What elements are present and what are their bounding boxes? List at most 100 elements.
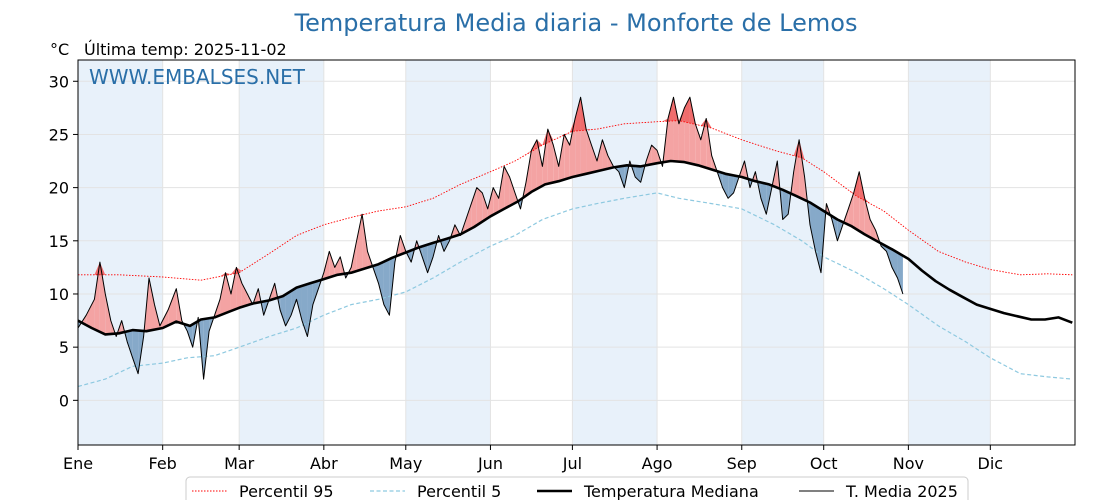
above-median-fill xyxy=(149,278,155,331)
above-p95-fill xyxy=(220,272,226,277)
above-median-fill xyxy=(536,139,543,189)
above-median-fill xyxy=(220,272,226,316)
above-median-fill xyxy=(465,203,472,232)
above-median-fill xyxy=(225,272,231,314)
x-tick-label: Dic xyxy=(978,454,1004,473)
above-median-fill xyxy=(586,129,592,174)
above-median-fill xyxy=(864,198,871,238)
x-tick-label: Jul xyxy=(562,454,582,473)
below-median-fill xyxy=(810,202,816,252)
above-median-fill xyxy=(525,150,532,196)
series-line-2025 xyxy=(77,96,904,380)
below-median-fill xyxy=(187,324,193,348)
month-band xyxy=(908,60,991,445)
y-tick-label: 25 xyxy=(49,125,69,144)
y-tick-label: 30 xyxy=(49,72,69,91)
below-median-fill xyxy=(132,330,139,374)
above-median-fill xyxy=(86,299,95,330)
above-median-fill xyxy=(558,134,565,182)
y-tick-label: 15 xyxy=(49,232,69,251)
below-median-fill xyxy=(312,280,319,305)
above-median-fill xyxy=(476,187,483,226)
above-median-fill xyxy=(870,219,876,241)
below-median-fill xyxy=(307,282,313,337)
series-line-p95 xyxy=(78,120,1073,281)
x-tick-label: Feb xyxy=(149,454,177,473)
last-temp-label: Última temp: 2025-11-02 xyxy=(84,40,287,59)
x-tick-label: Sep xyxy=(727,454,757,473)
above-median-fill xyxy=(596,139,603,172)
above-median-fill xyxy=(471,187,477,229)
above-median-fill xyxy=(482,192,488,222)
above-median-fill xyxy=(498,166,505,212)
below-median-fill xyxy=(296,285,302,321)
above-p95-fill xyxy=(684,97,690,124)
x-tick-label: Oct xyxy=(810,454,838,473)
above-median-fill xyxy=(99,262,106,335)
series-lines xyxy=(77,96,1073,388)
legend-p5-label: Percentil 5 xyxy=(417,482,501,500)
above-median-fill xyxy=(509,176,516,206)
legend-p95-label: Percentil 95 xyxy=(239,482,334,500)
month-band xyxy=(572,60,658,445)
above-median-fill xyxy=(236,267,242,309)
above-median-fill xyxy=(591,145,597,173)
above-median-fill xyxy=(329,251,335,278)
below-median-fill xyxy=(897,252,903,294)
above-median-fill xyxy=(493,187,499,215)
above-median-fill xyxy=(848,192,854,228)
below-median-fill xyxy=(782,189,789,220)
above-median-fill xyxy=(356,214,363,272)
above-median-fill xyxy=(700,118,707,168)
above-p95-fill xyxy=(799,139,805,160)
month-band xyxy=(741,60,824,445)
above-p95-fill xyxy=(575,97,581,132)
above-p95-fill xyxy=(864,198,871,204)
unit-label: °C xyxy=(50,40,69,59)
above-p95-fill xyxy=(569,118,576,133)
legend-box xyxy=(185,476,969,500)
above-median-fill xyxy=(94,262,100,332)
above-median-fill xyxy=(362,214,368,270)
legend-2025-label: T. Media 2025 xyxy=(845,482,958,500)
x-tick-label: Mar xyxy=(224,454,255,473)
below-median-fill xyxy=(127,330,133,358)
above-median-fill xyxy=(168,288,177,326)
above-median-fill xyxy=(602,139,608,170)
chart-title: Temperatura Media diaria - Monforte de L… xyxy=(294,9,858,37)
y-tick-label: 0 xyxy=(59,391,69,410)
x-tick-label: Nov xyxy=(893,454,924,473)
y-tick-label: 5 xyxy=(59,338,69,357)
above-median-fill xyxy=(241,283,248,307)
above-median-fill xyxy=(334,256,341,276)
above-p95-fill xyxy=(225,272,231,276)
x-tick-label: Jun xyxy=(477,454,503,473)
x-tick-label: May xyxy=(389,454,422,473)
series-line-p5 xyxy=(77,192,1073,388)
above-median-fill xyxy=(564,134,570,180)
below-median-fill xyxy=(722,172,729,199)
watermark: WWW.EMBALSES.NET xyxy=(89,65,306,89)
above-p95-fill xyxy=(793,139,800,158)
below-median-fill xyxy=(383,259,390,316)
y-tick-label: 10 xyxy=(49,285,69,304)
below-median-fill xyxy=(427,242,434,273)
x-axis: Ene Feb Mar Abr May Jun Jul Ago Sep Oct Nov Dic xyxy=(63,445,1003,473)
above-median-fill xyxy=(230,267,237,311)
above-p95-fill xyxy=(525,150,532,155)
above-p95-fill xyxy=(662,118,669,122)
above-median-fill xyxy=(553,145,559,183)
month-band xyxy=(78,60,163,445)
above-median-fill xyxy=(105,293,111,335)
month-bands xyxy=(78,60,991,445)
above-median-fill xyxy=(504,166,510,209)
below-median-fill xyxy=(891,249,898,279)
below-median-fill xyxy=(291,287,297,316)
month-band xyxy=(239,60,324,445)
legend: Percentil 95 Percentil 5 Temperatura Media… xyxy=(185,476,969,500)
series-line-median xyxy=(77,159,1073,336)
below-median-fill xyxy=(378,261,384,305)
above-median-fill xyxy=(531,139,537,192)
y-tick-label: 20 xyxy=(49,179,69,198)
